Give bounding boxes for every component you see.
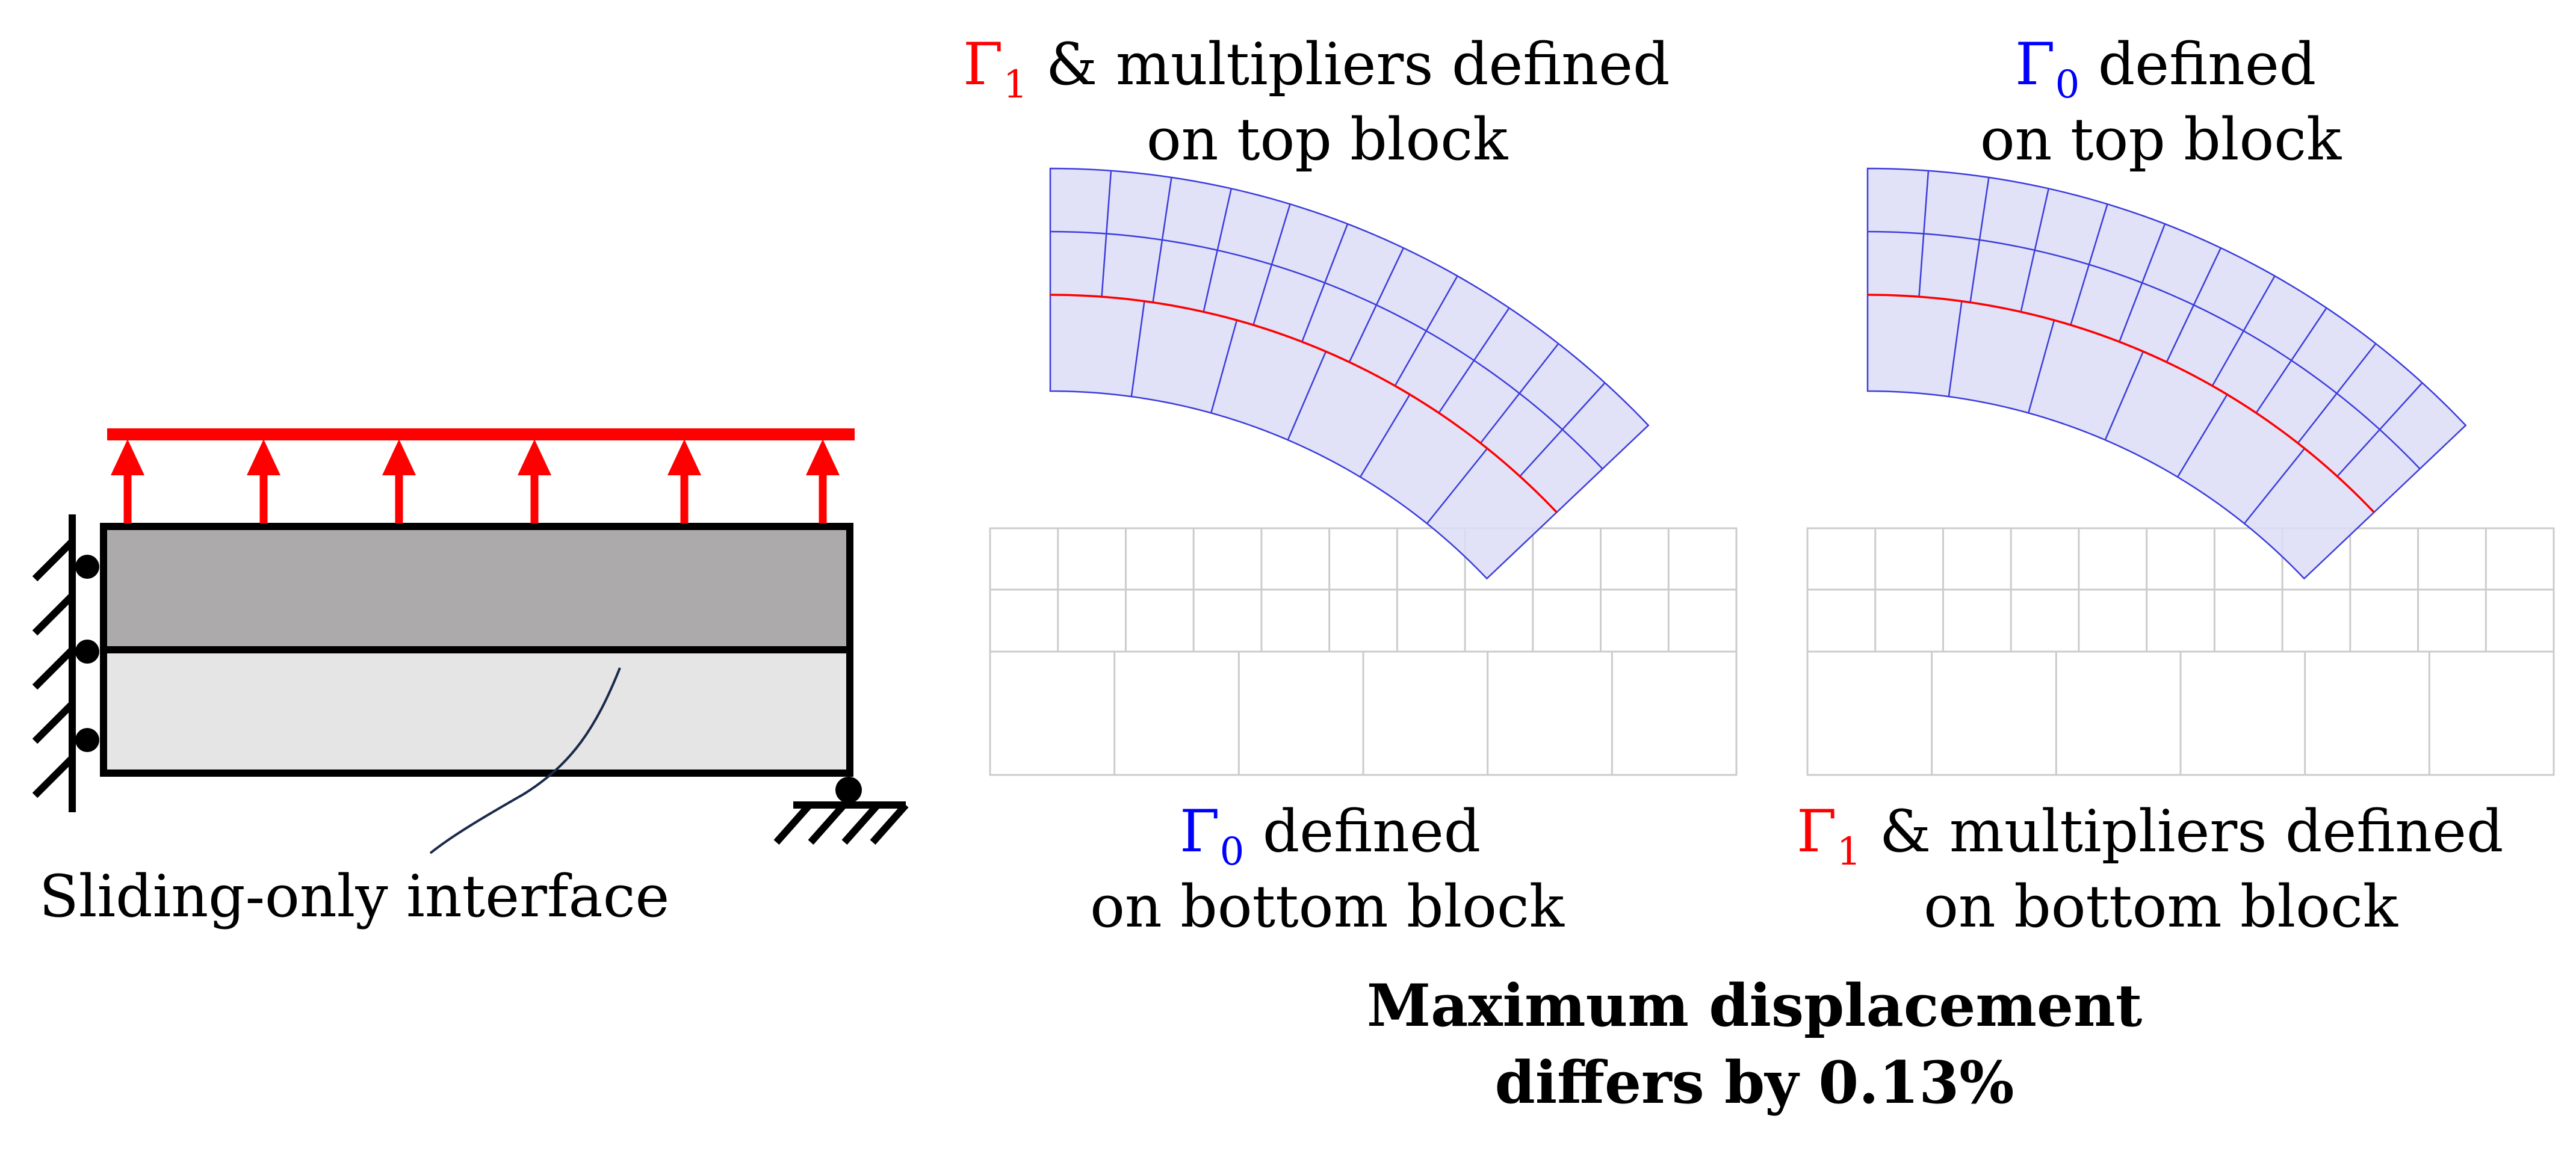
- gamma1-symbol: Γ: [963, 31, 1003, 98]
- undeformed-bottom-mesh: [1806, 527, 2555, 776]
- caption-top-left-rest: & multipliers defined: [1046, 31, 1670, 98]
- gamma0-symbol: Γ: [2015, 31, 2055, 98]
- conclusion-line2: differs by 0.13%: [1495, 1049, 2014, 1117]
- wall-roller-pins: [75, 555, 99, 752]
- caption-bottom-left-line2: on bottom block: [1090, 873, 1565, 940]
- left-schematic: Sliding-only interface: [32, 428, 909, 930]
- bottom-block: [100, 646, 853, 777]
- contact-interface-line: [1867, 294, 2375, 513]
- gamma0-symbol: Γ: [1180, 798, 1220, 865]
- caption-top-right-rest: defined: [2098, 31, 2316, 98]
- deformed-mesh-fill: [1866, 167, 2467, 580]
- caption-bottom-right-line1: Γ1 & multipliers defined: [1797, 798, 2503, 874]
- interface-leader-line: [429, 667, 621, 854]
- caption-bottom-right-rest: & multipliers defined: [1880, 798, 2504, 865]
- contact-interface-line: [1050, 294, 1558, 513]
- caption-bottom-left-rest: defined: [1263, 798, 1481, 865]
- gamma1-symbol: Γ: [1797, 798, 1837, 865]
- gamma0-subscript: 0: [1220, 830, 1245, 874]
- caption-top-right-line2: on top block: [1980, 106, 2342, 173]
- caption-top-left-line2: on top block: [1147, 106, 1508, 173]
- gamma0-subscript: 0: [2055, 63, 2080, 107]
- deformed-mesh-lines: [1867, 170, 2423, 524]
- top-block: [100, 523, 853, 653]
- gamma1-subscript: 1: [1003, 63, 1028, 107]
- caption-top-right-line1: Γ0 defined: [2015, 31, 2316, 107]
- mesh-panel-swapped: [1806, 167, 2555, 776]
- distributed-load: [107, 428, 855, 523]
- caption-bottom-left-line1: Γ0 defined: [1180, 798, 1481, 874]
- conclusion-line1: Maximum displacement: [1367, 972, 2142, 1040]
- caption-bottom-right-line2: on bottom block: [1924, 873, 2398, 940]
- undeformed-bottom-mesh: [989, 527, 1738, 776]
- caption-top-left-line1: Γ1 & multipliers defined: [963, 31, 1670, 107]
- interface-annotation: Sliding-only interface: [39, 863, 669, 930]
- mesh-panel-reference: [989, 167, 1738, 776]
- pin-support: [773, 777, 909, 845]
- left-wall-support: [32, 514, 76, 812]
- deformed-mesh-fill: [1049, 167, 1650, 580]
- deformed-mesh-lines: [1050, 170, 1606, 524]
- gamma1-subscript: 1: [1837, 830, 1862, 874]
